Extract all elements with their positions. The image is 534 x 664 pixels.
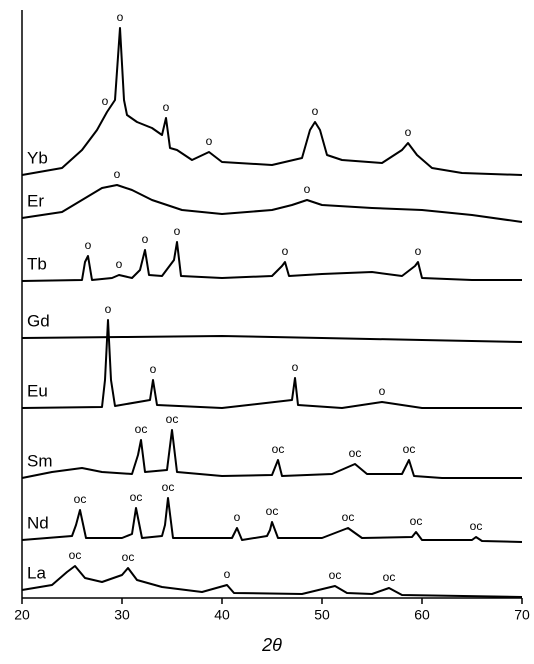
series-line bbox=[21, 335, 523, 343]
peak-label: oc bbox=[74, 492, 87, 506]
peak-label: oc bbox=[403, 442, 416, 456]
x-tick-label: 30 bbox=[114, 607, 130, 623]
peak-label: oc bbox=[383, 570, 396, 584]
series-name: Eu bbox=[27, 381, 48, 400]
peak-label: oc bbox=[135, 422, 148, 436]
peak-label: o bbox=[206, 134, 213, 148]
peak-label: oc bbox=[410, 514, 423, 528]
peak-label: o bbox=[116, 257, 123, 271]
x-tick-label: 20 bbox=[14, 607, 30, 623]
peak-label: o bbox=[224, 567, 231, 581]
series-line bbox=[21, 497, 523, 543]
peak-label: o bbox=[405, 125, 412, 139]
peak-label: o bbox=[379, 384, 386, 398]
peak-label: o bbox=[312, 104, 319, 118]
peak-label: oc bbox=[349, 446, 362, 460]
peak-label: oc bbox=[470, 519, 483, 533]
peak-label: oc bbox=[329, 568, 342, 582]
x-axis-label: 2θ bbox=[261, 635, 282, 655]
peak-label: o bbox=[304, 182, 311, 196]
peak-label: o bbox=[85, 238, 92, 252]
peak-label: oc bbox=[272, 442, 285, 456]
peak-label: oc bbox=[130, 490, 143, 504]
series-line bbox=[21, 319, 522, 409]
peak-label: oc bbox=[266, 504, 279, 518]
series-name: La bbox=[27, 563, 46, 582]
peak-label: oc bbox=[342, 510, 355, 524]
peak-label: o bbox=[102, 94, 109, 108]
peak-label: oc bbox=[69, 548, 82, 562]
series-line bbox=[21, 565, 523, 598]
peak-label: o bbox=[282, 244, 289, 258]
x-tick-label: 60 bbox=[414, 607, 430, 623]
series-line bbox=[21, 27, 523, 176]
peak-label: o bbox=[114, 167, 121, 181]
peak-label: o bbox=[234, 510, 241, 524]
peak-label: o bbox=[150, 362, 157, 376]
series-name: Nd bbox=[27, 513, 49, 532]
peak-label: oc bbox=[122, 550, 135, 564]
x-tick-label: 40 bbox=[214, 607, 230, 623]
series-line bbox=[21, 429, 522, 479]
x-tick-label: 50 bbox=[314, 607, 330, 623]
series-name: Tb bbox=[27, 254, 47, 273]
series-line bbox=[21, 241, 522, 282]
peak-label: o bbox=[415, 244, 422, 258]
peak-label: oc bbox=[162, 480, 175, 494]
series-line bbox=[21, 184, 523, 223]
series-name: Sm bbox=[27, 451, 53, 470]
peak-label: oc bbox=[166, 412, 179, 426]
peak-label: o bbox=[105, 302, 112, 316]
peak-label: o bbox=[174, 224, 181, 238]
x-tick-label: 70 bbox=[514, 607, 530, 623]
peak-label: o bbox=[163, 100, 170, 114]
peak-label: o bbox=[292, 360, 299, 374]
series-name: Gd bbox=[27, 311, 50, 330]
series-name: Yb bbox=[27, 148, 48, 167]
peak-label: o bbox=[142, 232, 149, 246]
peak-label: o bbox=[117, 10, 124, 24]
series-name: Er bbox=[27, 191, 44, 210]
